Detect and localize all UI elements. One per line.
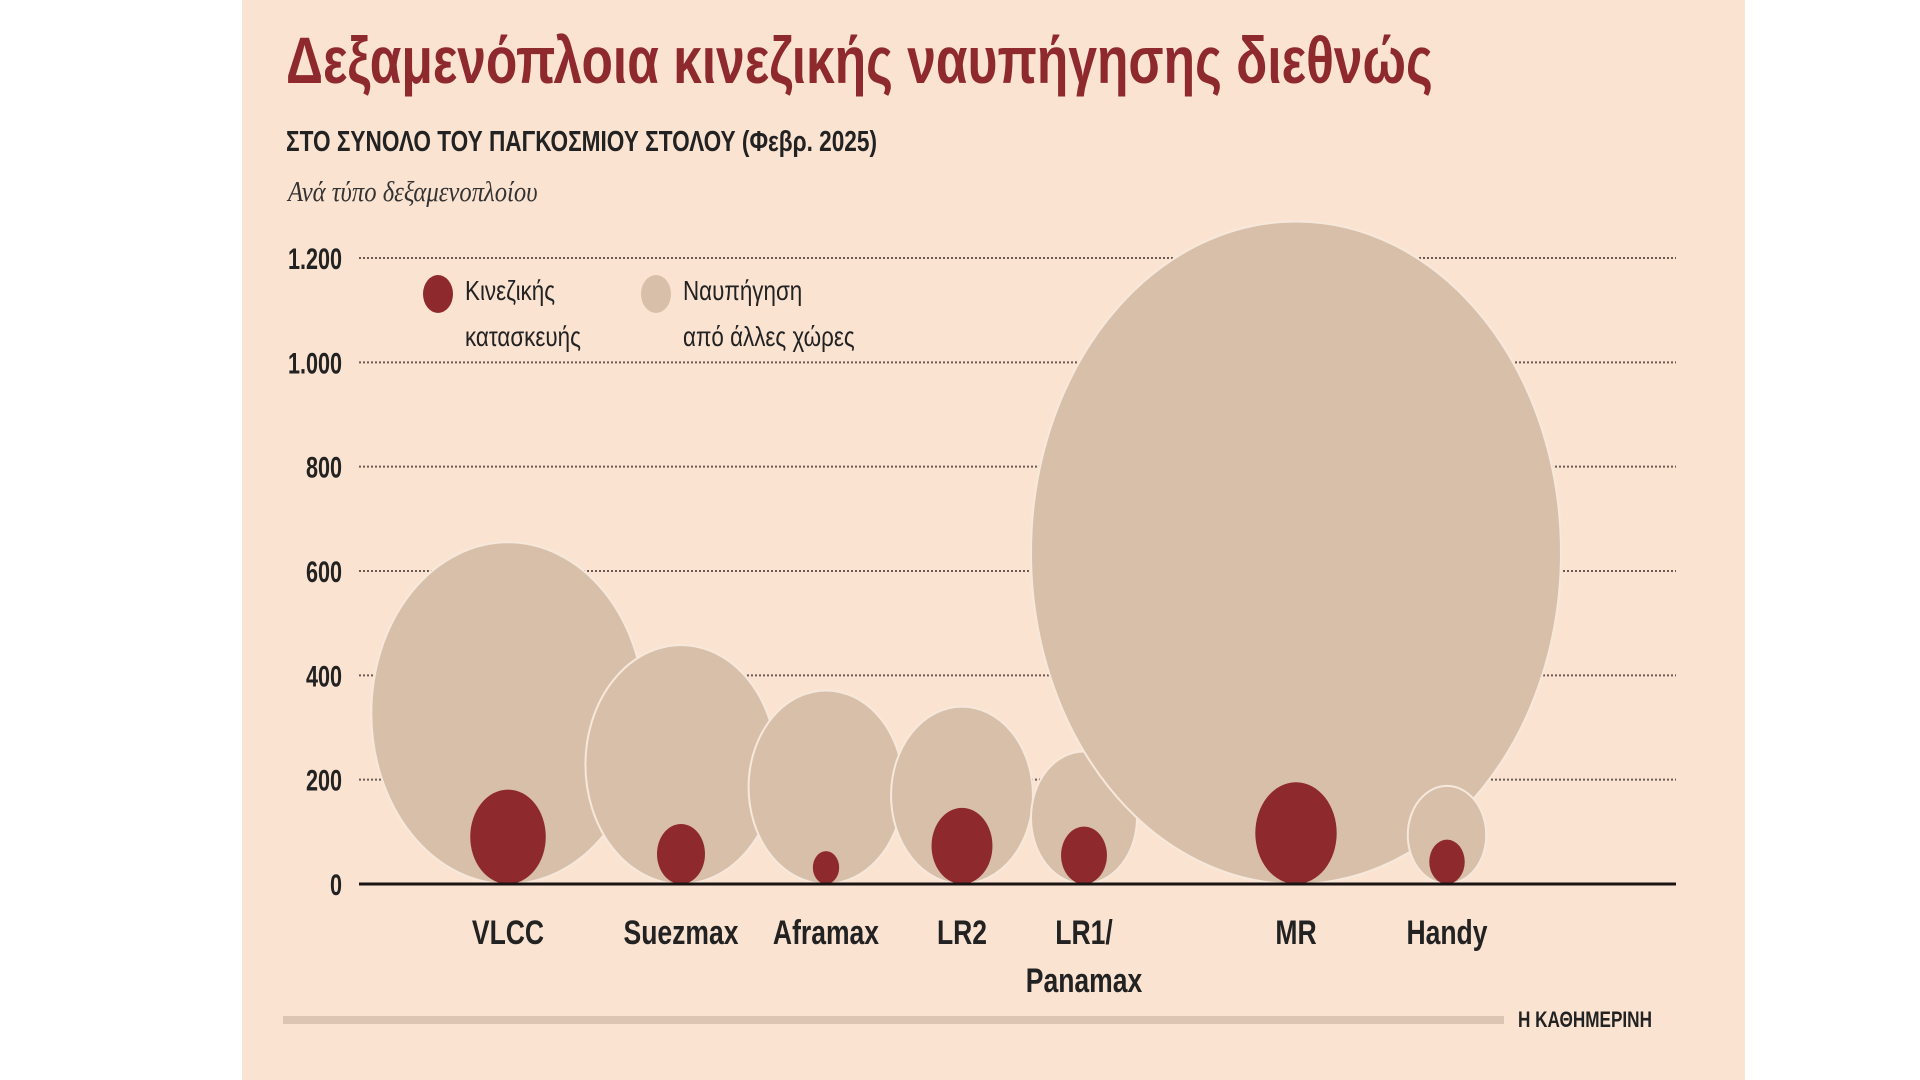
x-category-label: VLCC xyxy=(472,914,544,952)
y-tick-label: 800 xyxy=(306,450,342,484)
y-tick-label: 600 xyxy=(306,554,342,588)
x-category-label: Suezmax xyxy=(624,914,739,952)
legend-chinese-line2: κατασκευής xyxy=(465,321,581,352)
x-category-label: LR1/ xyxy=(1055,914,1113,952)
bubble-chinese-handy xyxy=(1429,839,1465,884)
legend-other-line1: Ναυπήγηση xyxy=(683,275,803,306)
y-tick-label: 1.000 xyxy=(288,346,342,380)
x-category-label: Panamax xyxy=(1026,962,1142,1000)
x-category-label: MR xyxy=(1275,914,1316,952)
y-tick-label: 400 xyxy=(306,659,342,693)
bubble-chinese-aframax xyxy=(812,851,840,884)
bubble-chinese-suezmax xyxy=(657,824,705,884)
publisher-logo: Η ΚΑΘΗΜΕΡΙΝΗ xyxy=(1518,1007,1652,1032)
chart-title: Δεξαμενόπλοια κινεζικής ναυπήγησης διεθν… xyxy=(286,23,1433,97)
footer-bar xyxy=(283,1016,1504,1024)
bubble-chinese-mr xyxy=(1255,782,1337,884)
chart-subtitle: ΣΤΟ ΣΥΝΟΛΟ ΤΟΥ ΠΑΓΚΟΣΜΙΟΥ ΣΤΟΛΟΥ (Φεβρ. … xyxy=(286,126,877,158)
bubble-chinese-vlcc xyxy=(470,789,546,885)
bubble-chinese-lr2 xyxy=(931,807,993,884)
x-category-label: Handy xyxy=(1406,914,1487,952)
legend-other-marker xyxy=(641,275,671,313)
legend-other-line2: από άλλες χώρες xyxy=(683,321,855,352)
legend-chinese-line1: Κινεζικής xyxy=(465,275,556,306)
x-category-label: Aframax xyxy=(773,914,879,952)
bubble-chinese-lr1panamax xyxy=(1061,826,1107,884)
y-tick-label: 200 xyxy=(306,763,342,797)
chart-subnote: Ανά τύπο δεξαμενοπλοίου xyxy=(288,176,538,208)
y-tick-label: 0 xyxy=(330,867,342,901)
y-tick-label: 1.200 xyxy=(288,241,342,275)
legend-chinese-marker xyxy=(423,275,453,313)
x-category-label: LR2 xyxy=(937,914,987,952)
